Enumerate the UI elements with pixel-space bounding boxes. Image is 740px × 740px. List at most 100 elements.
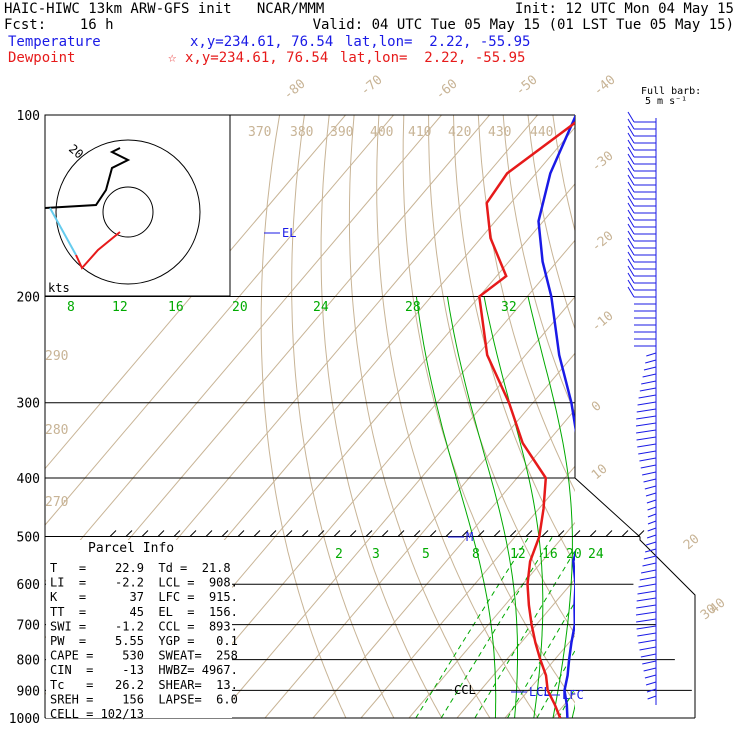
moist-adiabat-label: 32 bbox=[501, 300, 517, 315]
wind-barb bbox=[645, 681, 657, 686]
parcel-row: TT = 45 EL = 156. bbox=[50, 605, 238, 619]
hodograph-trace-mid bbox=[75, 231, 121, 270]
isobar-tick bbox=[589, 530, 597, 537]
wind-barb bbox=[647, 520, 657, 525]
parcel-row: K = 37 LFC = 915. bbox=[50, 590, 238, 604]
theta-label: 400 bbox=[370, 125, 393, 140]
isotherm-line bbox=[504, 634, 575, 718]
wind-barb bbox=[640, 653, 657, 658]
wind-barb bbox=[647, 527, 657, 532]
wind-barb bbox=[639, 387, 657, 392]
wind-barb bbox=[643, 555, 657, 560]
theta-label: 370 bbox=[248, 125, 271, 140]
wind-barb-feather bbox=[627, 209, 635, 221]
moist-adiabat-label: 24 bbox=[313, 300, 329, 315]
wind-barb bbox=[636, 625, 657, 630]
annotation-m: M bbox=[466, 530, 473, 544]
isobar-tick bbox=[541, 530, 549, 537]
wind-barb-feather bbox=[627, 195, 635, 207]
wind-barb bbox=[636, 429, 657, 434]
moist-adiabat bbox=[591, 297, 649, 719]
dry-adiabat bbox=[260, 115, 347, 718]
dewpoint-star-icon: ☆ bbox=[168, 50, 177, 66]
pressure-label-200: 200 bbox=[17, 291, 40, 306]
isobar-tick bbox=[381, 530, 389, 537]
isotherm-line bbox=[360, 465, 575, 718]
wind-barb-feather bbox=[627, 244, 635, 256]
isotherm-label: -80 bbox=[281, 76, 309, 103]
dry-adiabat bbox=[428, 115, 575, 636]
isobar-tick bbox=[605, 530, 613, 537]
isobar-tick bbox=[221, 530, 229, 537]
hodograph-outer-ring bbox=[55, 139, 201, 285]
wind-barb bbox=[636, 604, 657, 609]
wind-barb-feather bbox=[627, 118, 635, 130]
isotherm-label: -20 bbox=[589, 228, 617, 255]
legend-temperature: Temperature bbox=[8, 34, 101, 50]
isobar-tick bbox=[461, 530, 469, 537]
wind-barb bbox=[642, 373, 657, 378]
temperature-xy: x,y=234.61, 76.54 bbox=[190, 34, 334, 50]
isobar-tick bbox=[253, 530, 261, 537]
hodograph-trace-low bbox=[49, 207, 77, 256]
dry-adiabat bbox=[291, 115, 395, 718]
theta-label: 420 bbox=[448, 125, 471, 140]
mixing-ratio-label: 8 bbox=[472, 547, 480, 562]
pressure-label-800: 800 bbox=[17, 654, 40, 669]
wind-barb-feather bbox=[627, 188, 635, 200]
moist-adiabat bbox=[415, 296, 497, 718]
isotherm-line bbox=[216, 296, 575, 718]
wind-barb-feather bbox=[627, 174, 635, 186]
isobar-tick bbox=[237, 530, 245, 537]
wind-barb-feather bbox=[627, 167, 635, 179]
parcel-box bbox=[46, 540, 232, 718]
isotherm-label: -60 bbox=[433, 76, 461, 103]
wind-barb bbox=[642, 471, 657, 476]
hodograph-trace-upper bbox=[44, 147, 131, 209]
dry-adiabat bbox=[578, 115, 740, 718]
wind-barb bbox=[641, 380, 657, 385]
pressure-label-700: 700 bbox=[17, 619, 40, 634]
wind-barb bbox=[635, 611, 657, 616]
isotherm-label: -30 bbox=[589, 148, 617, 175]
isobar-tick bbox=[109, 530, 117, 537]
wind-barb-feather bbox=[627, 237, 635, 249]
mixing-ratio-line bbox=[474, 549, 575, 718]
mixing-ratio-label: 12 bbox=[510, 547, 526, 562]
wind-barb-feather bbox=[627, 153, 635, 165]
isobar-tick bbox=[477, 530, 485, 537]
parcel-row: PW = 5.55 YGP = 0.1 bbox=[50, 634, 238, 648]
wind-barb bbox=[637, 590, 657, 595]
mixing-ratio-label: 2 bbox=[335, 547, 343, 562]
wind-barb bbox=[636, 415, 657, 420]
isobar-tick bbox=[637, 530, 645, 537]
isobar-tick bbox=[125, 530, 133, 537]
hodograph-unit-label: kts bbox=[48, 281, 70, 295]
dry-adiabat bbox=[652, 115, 740, 718]
moist-adiabat-label: 12 bbox=[112, 300, 128, 315]
annotation-ccl: CCL bbox=[454, 683, 476, 697]
isotherm-line bbox=[456, 578, 575, 718]
wind-barb bbox=[644, 485, 657, 490]
isobar-tick bbox=[445, 530, 453, 537]
isotherm-line bbox=[45, 115, 346, 470]
pressure-label-400: 400 bbox=[17, 472, 40, 487]
isobar-tick bbox=[317, 530, 325, 537]
pressure-label-600: 600 bbox=[17, 578, 40, 593]
wind-barb bbox=[646, 541, 657, 546]
mixing-ratio-label: 20 bbox=[566, 547, 582, 562]
moist-adiabat-label: 16 bbox=[168, 300, 184, 315]
wind-barb-feather bbox=[627, 160, 635, 172]
parcel-row: CELL = 102/13 bbox=[50, 707, 144, 721]
mixing-ratio-label: 5 bbox=[422, 547, 430, 562]
annotation-lfc: LFC bbox=[562, 688, 584, 702]
wind-barb bbox=[643, 478, 657, 483]
wind-barb bbox=[646, 534, 657, 539]
wind-barb bbox=[638, 583, 657, 588]
wind-barb-feather bbox=[627, 202, 635, 214]
wind-barb bbox=[643, 667, 657, 672]
wind-barb bbox=[645, 492, 657, 497]
wind-barb bbox=[636, 436, 657, 441]
isotherm-label: 10 bbox=[589, 462, 611, 484]
pressure-label-300: 300 bbox=[17, 397, 40, 412]
